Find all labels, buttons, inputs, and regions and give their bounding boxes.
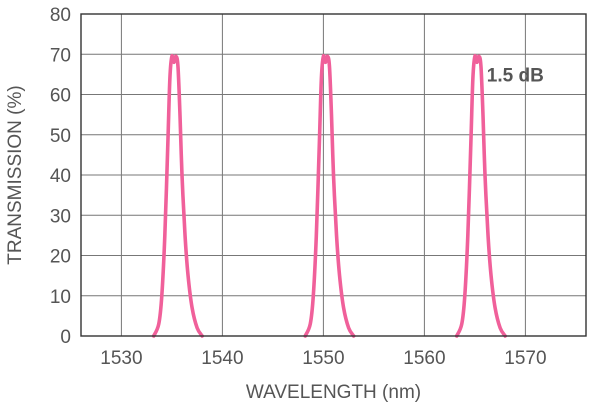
y-tick-label-50: 50 (50, 126, 71, 147)
y-tick-label-10: 10 (50, 287, 71, 308)
y-tick-label-60: 60 (50, 86, 71, 107)
y-tick-label-70: 70 (50, 45, 71, 66)
y-axis-label: TRANSMISSION (%) (5, 85, 26, 264)
series-group (151, 53, 507, 338)
annotations: 1.5 dB (487, 65, 544, 86)
y-tick-label-0: 0 (60, 327, 71, 348)
plot-frame (80, 13, 587, 337)
x-axis-label: WAVELENGTH (nm) (246, 382, 421, 403)
x-tick-label-1550: 1550 (302, 348, 344, 369)
x-tick-label-1560: 1560 (403, 348, 445, 369)
x-tick-label-1540: 1540 (201, 348, 243, 369)
series-line-channel-1550 (303, 53, 356, 338)
y-tick-label-20: 20 (50, 247, 71, 268)
y-tick-label-30: 30 (50, 206, 71, 227)
x-tick-label-1530: 1530 (100, 348, 142, 369)
y-tick-labels: 0 10 20 30 40 50 60 70 80 (50, 5, 71, 348)
y-tick-label-40: 40 (50, 166, 71, 187)
series-line-channel-1535 (151, 53, 204, 338)
series-line-channel-1565 (454, 53, 507, 338)
x-tick-label-1570: 1570 (504, 348, 546, 369)
y-tick-label-80: 80 (50, 5, 71, 26)
x-tick-labels: 1530 1540 1550 1560 1570 (100, 348, 546, 369)
annotation-label-0: 1.5 dB (487, 65, 544, 86)
